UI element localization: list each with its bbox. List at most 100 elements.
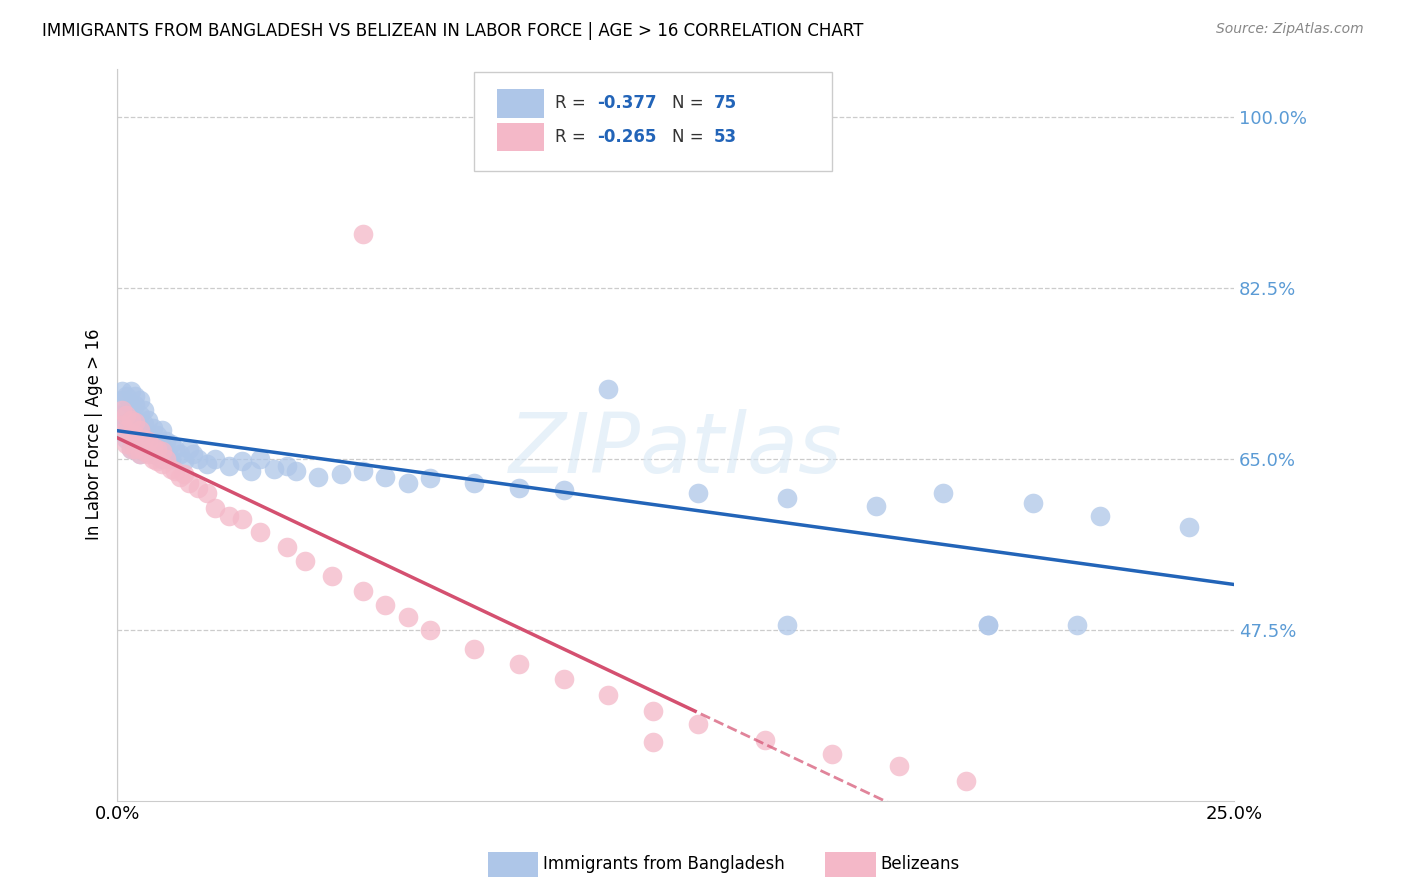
Point [321,569,343,583]
Text: R =: R = [555,128,591,145]
Point [195,486,218,500]
Point [159,461,181,475]
Point [142,421,165,435]
Text: R =: R = [555,94,591,112]
Point [977,618,1000,632]
Point [955,774,977,789]
Point [249,525,271,540]
FancyBboxPatch shape [496,89,544,118]
Point [138,434,160,449]
Point [146,454,169,468]
Point [138,427,160,442]
Point [115,417,138,432]
Point [128,434,150,449]
Point [463,642,485,657]
Point [155,447,177,461]
Point [169,469,191,483]
Point [276,540,298,554]
Point [887,759,910,773]
Text: 53: 53 [713,128,737,145]
Point [128,421,150,435]
Point [329,467,352,481]
Point [128,423,150,437]
Point [132,444,155,458]
Point [352,583,374,598]
Point [132,430,155,444]
Point [132,417,155,431]
Point [120,427,142,442]
Point [128,408,150,422]
Point [132,444,155,458]
Point [231,512,253,526]
Point [396,610,419,624]
Point [146,442,169,457]
Point [150,423,173,437]
Point [977,618,1000,632]
Text: -0.265: -0.265 [598,128,657,145]
Point [120,427,142,442]
Point [463,476,485,491]
Text: 75: 75 [713,94,737,112]
Point [124,413,146,427]
Point [276,458,298,473]
Point [138,447,160,461]
Point [1066,618,1088,632]
Point [111,384,134,398]
Point [177,442,200,457]
Point [128,434,150,449]
Point [155,452,177,467]
Point [115,433,138,447]
Text: Source: ZipAtlas.com: Source: ZipAtlas.com [1216,22,1364,37]
Point [218,508,240,523]
Point [142,452,165,467]
Point [419,471,441,485]
Point [115,437,138,451]
FancyBboxPatch shape [474,72,832,171]
Point [124,427,146,442]
Point [754,733,776,747]
Point [598,382,620,396]
Point [120,442,142,457]
Point [1178,520,1201,534]
Point [165,464,187,478]
Point [111,417,134,432]
Point [776,491,799,505]
Point [598,688,620,702]
Point [111,403,134,417]
Point [115,408,138,422]
Point [128,447,150,461]
Point [419,623,441,637]
Point [124,388,146,402]
Point [155,434,177,449]
Point [932,486,955,500]
Point [231,454,253,468]
Point [173,467,195,481]
Point [159,437,181,451]
Point [146,442,169,457]
Point [204,452,226,467]
Point [124,442,146,457]
Point [120,384,142,398]
Point [352,227,374,242]
Point [181,447,204,461]
Point [508,481,530,495]
Text: IMMIGRANTS FROM BANGLADESH VS BELIZEAN IN LABOR FORCE | AGE > 16 CORRELATION CHA: IMMIGRANTS FROM BANGLADESH VS BELIZEAN I… [42,22,863,40]
Text: Immigrants from Bangladesh: Immigrants from Bangladesh [543,855,785,873]
Point [115,403,138,417]
Point [821,747,844,761]
Point [686,486,709,500]
Point [124,415,146,429]
Point [128,447,150,461]
Point [263,461,285,475]
Text: ZIPatlas: ZIPatlas [509,409,842,490]
Point [120,398,142,412]
Point [374,469,396,483]
Point [115,388,138,402]
Point [553,672,575,686]
Point [218,458,240,473]
Point [1088,508,1111,523]
Point [150,437,173,451]
Point [150,457,173,471]
Point [142,447,165,461]
Point [128,393,150,408]
